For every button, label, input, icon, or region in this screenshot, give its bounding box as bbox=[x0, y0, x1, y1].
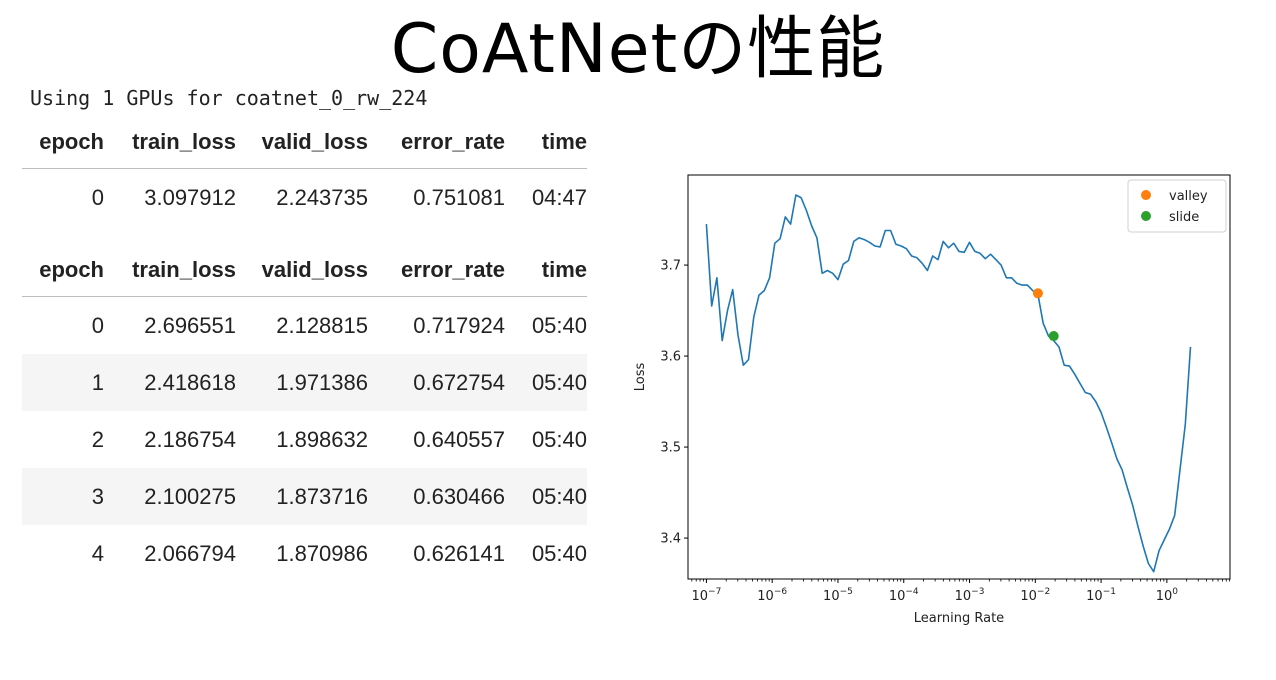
cell-epoch: 1 bbox=[22, 354, 104, 411]
plot-frame bbox=[687, 174, 1231, 580]
cell-train-loss: 2.418618 bbox=[104, 354, 236, 411]
cell-valid-loss: 1.870986 bbox=[276, 540, 368, 566]
legend-box bbox=[1127, 179, 1227, 233]
cell-time: 05:40 bbox=[505, 468, 587, 525]
y-tick-label: 3.4 bbox=[660, 532, 681, 547]
x-tick-label: 10−7 bbox=[692, 587, 722, 604]
cell-valid-loss: 2.128815 bbox=[276, 312, 368, 338]
header-time: time bbox=[505, 244, 587, 297]
header-error-rate: error_rate bbox=[368, 116, 505, 169]
console-output: Using 1 GPUs for coatnet_0_rw_224 bbox=[30, 86, 428, 110]
cell-train-loss: 3.097912 bbox=[144, 184, 236, 210]
header-time: time bbox=[505, 116, 587, 169]
header-train-loss: train_loss bbox=[104, 244, 236, 297]
cell-time: 05:40 bbox=[531, 426, 587, 452]
y-axis-label: Loss bbox=[633, 363, 648, 392]
cell-error-rate: 0.630466 bbox=[368, 468, 505, 525]
x-tick-label: 10−6 bbox=[757, 587, 787, 604]
loss-curve-line bbox=[705, 194, 1192, 573]
table-row: 0 2.696551 2.128815 0.717924 05:40 bbox=[22, 297, 587, 355]
header-valid-loss: valid_loss bbox=[236, 244, 368, 297]
y-tick-label: 3.5 bbox=[660, 441, 681, 456]
cell-epoch: 3 bbox=[22, 468, 104, 525]
lr-finder-chart: 3.4 3.5 3.6 3.7 10−7 10−6 10−5 10−4 10−3 10−2 10−1… bbox=[633, 174, 1231, 626]
x-tick-label: 10−5 bbox=[823, 587, 853, 604]
cell-train-loss: 2.696551 bbox=[144, 312, 236, 338]
x-tick-label: 10−3 bbox=[955, 587, 985, 604]
cell-time: 05:40 bbox=[531, 312, 587, 338]
x-tick-label: 10−1 bbox=[1086, 587, 1116, 604]
header-valid-loss: valid_loss bbox=[236, 116, 368, 169]
legend-slide-swatch bbox=[1141, 211, 1151, 221]
header-epoch: epoch bbox=[22, 116, 104, 169]
cell-error-rate: 0.640557 bbox=[413, 426, 505, 452]
cell-valid-loss: 1.971386 bbox=[236, 354, 368, 411]
cell-epoch: 4 bbox=[91, 540, 104, 566]
table-row: 2 2.186754 1.898632 0.640557 05:40 bbox=[22, 411, 587, 468]
header-error-rate: error_rate bbox=[368, 244, 505, 297]
results-table-2: epoch train_loss valid_loss error_rate t… bbox=[22, 244, 587, 582]
cell-time: 05:40 bbox=[505, 354, 587, 411]
results-table-1: epoch train_loss valid_loss error_rate t… bbox=[22, 116, 587, 226]
cell-train-loss: 2.100275 bbox=[104, 468, 236, 525]
cell-error-rate: 0.626141 bbox=[413, 540, 505, 566]
cell-valid-loss: 2.243735 bbox=[276, 184, 368, 210]
valley-marker bbox=[1032, 288, 1043, 299]
cell-valid-loss: 1.898632 bbox=[276, 426, 368, 452]
x-axis-label: Learning Rate bbox=[914, 611, 1004, 626]
y-tick-label: 3.7 bbox=[660, 259, 681, 274]
x-tick-label: 100 bbox=[1156, 587, 1179, 604]
table-header-row: epoch train_loss valid_loss error_rate t… bbox=[22, 244, 587, 297]
table-row: 0 3.097912 2.243735 0.751081 04:47 bbox=[22, 169, 587, 227]
cell-epoch: 0 bbox=[91, 312, 104, 338]
table-row: 3 2.100275 1.873716 0.630466 05:40 bbox=[22, 468, 587, 525]
cell-error-rate: 0.717924 bbox=[413, 312, 505, 338]
x-tick-label: 10−4 bbox=[889, 587, 919, 604]
cell-epoch: 2 bbox=[91, 426, 104, 452]
legend-valley-label: valley bbox=[1169, 189, 1208, 204]
x-tick-label: 10−2 bbox=[1020, 587, 1050, 604]
header-epoch: epoch bbox=[22, 244, 104, 297]
slide-marker bbox=[1048, 331, 1059, 342]
y-tick-label: 3.6 bbox=[660, 350, 681, 365]
cell-epoch: 0 bbox=[91, 184, 104, 210]
cell-time: 04:47 bbox=[531, 184, 587, 210]
header-train-loss: train_loss bbox=[104, 116, 236, 169]
cell-time: 05:40 bbox=[531, 540, 587, 566]
table-row: 1 2.418618 1.971386 0.672754 05:40 bbox=[22, 354, 587, 411]
cell-train-loss: 2.186754 bbox=[144, 426, 236, 452]
cell-error-rate: 0.751081 bbox=[413, 184, 505, 210]
legend-valley-swatch bbox=[1141, 190, 1151, 200]
page-title: CoAtNetの性能 bbox=[390, 10, 886, 89]
cell-valid-loss: 1.873716 bbox=[236, 468, 368, 525]
table-row: 4 2.066794 1.870986 0.626141 05:40 bbox=[22, 525, 587, 582]
cell-error-rate: 0.672754 bbox=[368, 354, 505, 411]
legend-slide-label: slide bbox=[1169, 210, 1199, 225]
table-header-row: epoch train_loss valid_loss error_rate t… bbox=[22, 116, 587, 169]
cell-train-loss: 2.066794 bbox=[144, 540, 236, 566]
